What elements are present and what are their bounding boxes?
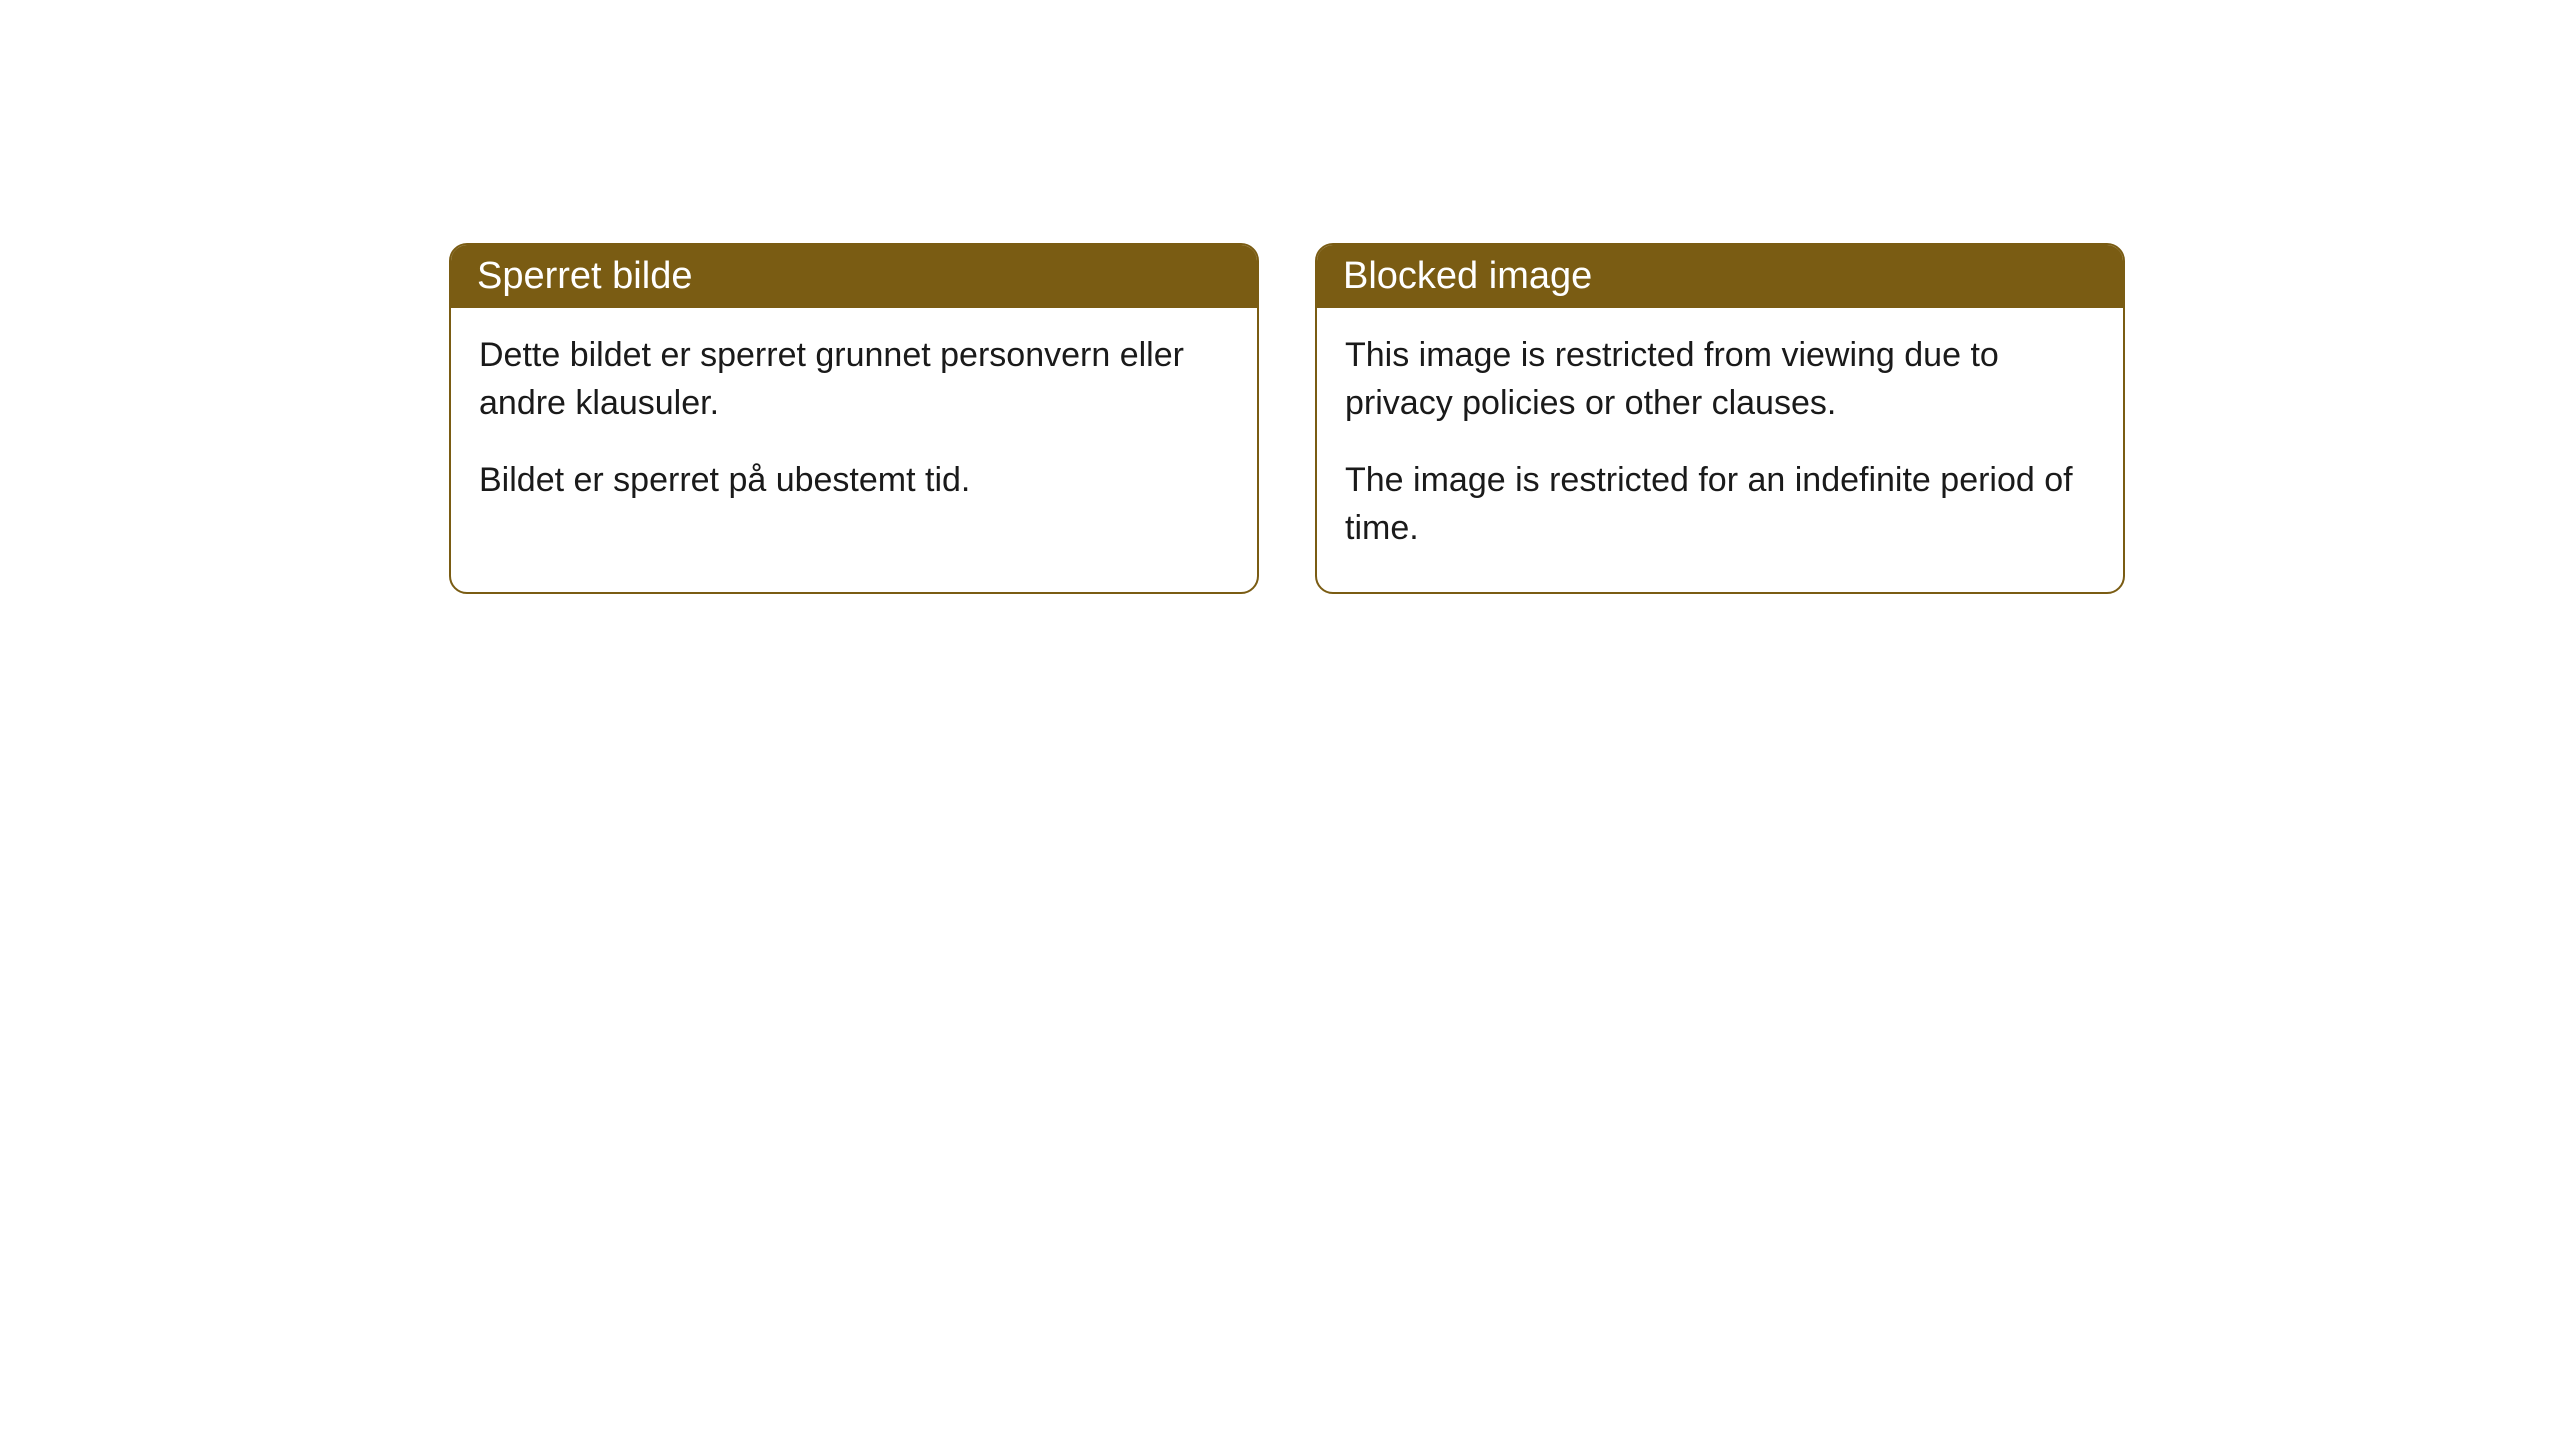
- card-header: Blocked image: [1317, 245, 2123, 308]
- card-body: This image is restricted from viewing du…: [1317, 308, 2123, 592]
- card-title: Blocked image: [1343, 255, 1592, 297]
- card-title: Sperret bilde: [477, 255, 692, 297]
- card-paragraph: This image is restricted from viewing du…: [1345, 332, 2095, 427]
- card-paragraph: Bildet er sperret på ubestemt tid.: [479, 457, 1229, 505]
- card-paragraph: The image is restricted for an indefinit…: [1345, 457, 2095, 552]
- card-paragraph: Dette bildet er sperret grunnet personve…: [479, 332, 1229, 427]
- cards-container: Sperret bilde Dette bildet er sperret gr…: [449, 243, 2125, 594]
- card-header: Sperret bilde: [451, 245, 1257, 308]
- card-body: Dette bildet er sperret grunnet personve…: [451, 308, 1257, 545]
- card-norwegian: Sperret bilde Dette bildet er sperret gr…: [449, 243, 1259, 594]
- card-english: Blocked image This image is restricted f…: [1315, 243, 2125, 594]
